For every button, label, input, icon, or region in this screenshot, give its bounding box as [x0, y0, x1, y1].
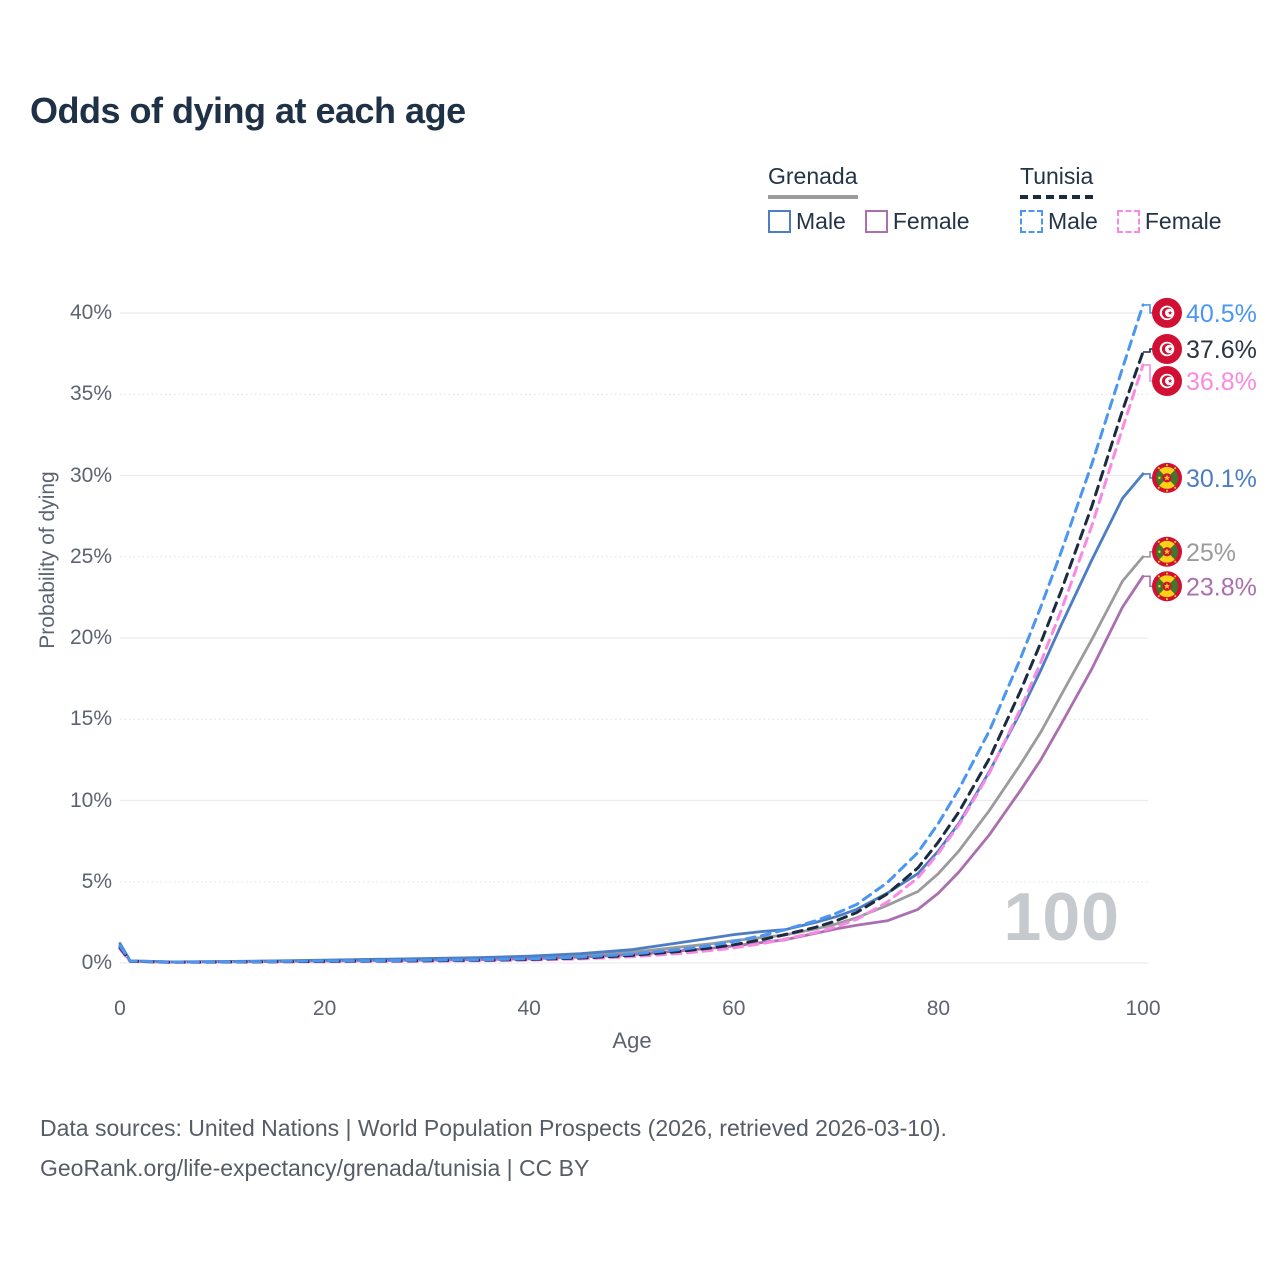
- tunisia-flag-icon: [1152, 334, 1182, 364]
- footer-sources: Data sources: United Nations | World Pop…: [40, 1115, 947, 1141]
- series-line-grenada_male[interactable]: [118, 472, 1145, 964]
- end-label-text-tunisia_female: 36.8%: [1186, 368, 1257, 396]
- series-line-tunisia_male[interactable]: [118, 303, 1145, 964]
- end-label-connector-grenada_male: [1143, 473, 1154, 479]
- end-label-text-tunisia_both: 37.6%: [1186, 336, 1257, 364]
- x-tick-80: 80: [926, 997, 951, 1020]
- age-watermark: 100: [1003, 879, 1120, 955]
- y-tick-5pct: 5%: [81, 869, 112, 893]
- legend-items-grenada: Male Female: [768, 208, 970, 235]
- x-tick-40: 40: [517, 997, 541, 1020]
- y-tick-35pct: 35%: [69, 382, 112, 406]
- grenada-flag-icon: [1152, 536, 1182, 567]
- end-label-connector-grenada_female: [1143, 575, 1154, 588]
- grenada-flag-icon: [1152, 462, 1182, 493]
- y-tick-40pct: 40%: [69, 301, 112, 324]
- end-label-text-grenada_both: 25%: [1186, 539, 1236, 567]
- legend-label-grenada-female[interactable]: Female: [892, 208, 970, 234]
- legend-group-grenada: Grenada Male Female: [768, 163, 970, 235]
- legend-label-tunisia-male[interactable]: Male: [1048, 208, 1098, 234]
- tunisia-flag-icon: [1152, 297, 1182, 328]
- end-label-connector-tunisia_male: [1143, 304, 1154, 314]
- legend-items-tunisia: Male Female: [1020, 208, 1222, 235]
- x-tick-100: 100: [1125, 997, 1161, 1020]
- legend-label-tunisia-female[interactable]: Female: [1144, 208, 1222, 234]
- legend-label-grenada-male[interactable]: Male: [796, 208, 846, 234]
- series-line-tunisia_both[interactable]: [118, 350, 1145, 964]
- y-tick-0pct: 0%: [81, 951, 112, 974]
- footer: Data sources: United Nations | World Pop…: [40, 1108, 947, 1188]
- grenada-male-swatch[interactable]: [768, 210, 791, 233]
- tunisia-male-swatch[interactable]: [1020, 210, 1043, 233]
- end-label-connector-grenada_both: [1143, 551, 1154, 558]
- end-label-text-tunisia_male: 40.5%: [1186, 300, 1257, 328]
- x-tick-20: 20: [312, 997, 337, 1020]
- end-label-grenada_female: 23.8%: [1152, 571, 1257, 601]
- end-label-tunisia_both: 37.6%: [1152, 334, 1257, 364]
- legend-group-tunisia: Tunisia Male Female: [1020, 163, 1222, 235]
- legend-item-grenada-female[interactable]: Female: [864, 208, 970, 235]
- legend-country-tunisia[interactable]: Tunisia: [1020, 163, 1094, 199]
- x-tick-60: 60: [722, 997, 746, 1020]
- x-tick-0: 0: [114, 997, 126, 1020]
- end-label-grenada_male: 30.1%: [1152, 462, 1257, 493]
- legend-country-grenada[interactable]: Grenada: [768, 163, 858, 199]
- tunisia-flag-icon: [1152, 366, 1182, 396]
- page-title: Odds of dying at each age: [30, 90, 466, 131]
- end-label-tunisia_female: 36.8%: [1152, 366, 1257, 396]
- legend-item-tunisia-male[interactable]: Male: [1020, 208, 1098, 235]
- end-label-text-grenada_male: 30.1%: [1186, 465, 1257, 493]
- y-tick-25pct: 25%: [69, 544, 112, 568]
- tunisia-female-swatch[interactable]: [1116, 210, 1140, 233]
- y-tick-20pct: 20%: [69, 626, 112, 649]
- grenada-female-swatch[interactable]: [864, 210, 888, 233]
- end-label-tunisia_male: 40.5%: [1152, 297, 1257, 328]
- legend-item-grenada-male[interactable]: Male: [768, 208, 846, 235]
- x-axis-title: Age: [612, 1028, 652, 1053]
- legend-item-tunisia-female[interactable]: Female: [1116, 208, 1222, 235]
- series-line-tunisia_female[interactable]: [118, 363, 1145, 964]
- end-label-grenada_both: 25%: [1152, 536, 1236, 567]
- y-tick-15pct: 15%: [69, 707, 112, 731]
- y-tick-10pct: 10%: [69, 788, 112, 812]
- grenada-flag-icon: [1152, 571, 1182, 602]
- footer-attribution: GeoRank.org/life-expectancy/grenada/tuni…: [40, 1155, 590, 1181]
- end-label-text-grenada_female: 23.8%: [1186, 573, 1257, 601]
- y-tick-30pct: 30%: [69, 463, 112, 487]
